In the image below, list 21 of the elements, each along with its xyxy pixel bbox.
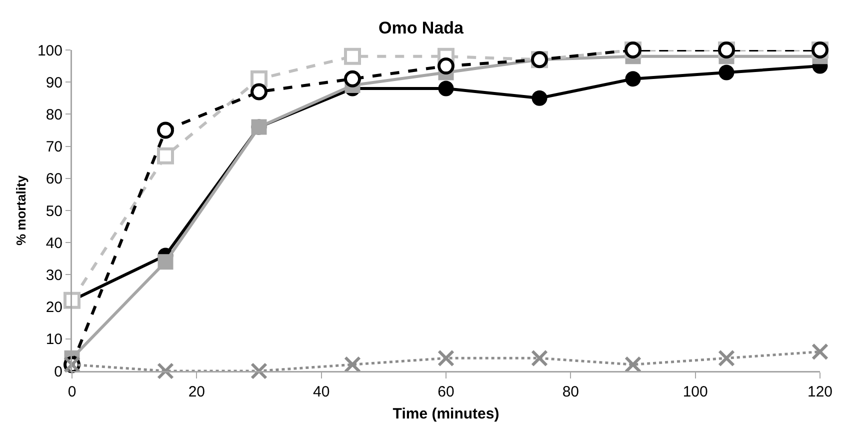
x-tick-label: 60: [438, 384, 454, 400]
x-axis-title: Time (minutes): [392, 405, 500, 422]
y-tick-label: 10: [46, 331, 62, 348]
x-tick-label: 20: [188, 384, 206, 400]
y-tick-label: 80: [46, 106, 62, 124]
x-tick-label: 80: [562, 384, 580, 400]
x-tick-label: 40: [312, 384, 330, 400]
y-tick-label: 100: [37, 42, 62, 60]
y-tick-label: 90: [46, 74, 62, 92]
y-tick-label: 30: [46, 266, 62, 284]
chart-title: Omo Nada: [378, 18, 464, 38]
y-tick-label: 50: [46, 202, 62, 220]
y-tick-label: 60: [46, 170, 62, 188]
x-tick-label: 120: [807, 384, 833, 400]
y-tick-label: 40: [46, 234, 62, 252]
y-tick-label: 70: [46, 138, 62, 156]
x-tick-label: 0: [68, 384, 76, 400]
y-axis-title: % mortality: [14, 174, 29, 246]
y-tick-label: 0: [54, 363, 62, 380]
x-tick-label: 100: [682, 384, 708, 400]
y-tick-label: 20: [46, 299, 62, 316]
